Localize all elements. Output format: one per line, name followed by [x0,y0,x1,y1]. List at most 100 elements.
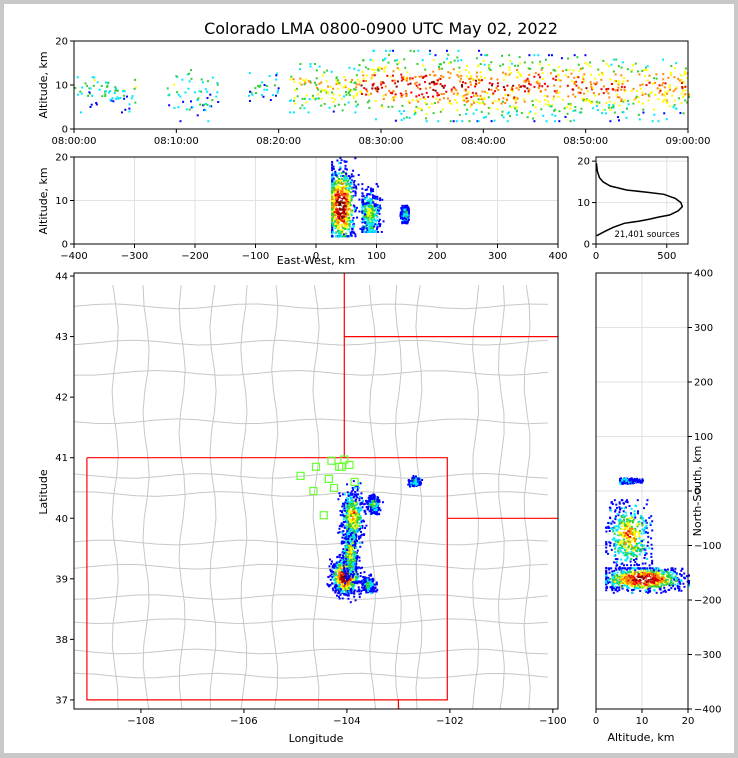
source-mark [376,512,379,515]
source-mark [428,53,431,56]
source-mark [403,214,406,217]
source-mark [414,111,417,114]
source-mark [346,225,349,228]
source-mark [602,92,605,95]
source-mark [338,560,341,563]
source-mark [344,188,347,191]
source-mark [352,592,355,595]
source-mark [303,80,306,83]
source-mark [337,229,340,232]
source-mark [342,583,345,586]
source-mark [622,80,625,83]
source-mark [343,568,346,571]
source-mark [384,85,387,88]
source-mark [342,548,345,551]
county-line [73,472,548,479]
source-mark [336,176,339,179]
source-mark [580,111,583,114]
source-mark [550,105,553,108]
source-mark [354,233,357,236]
source-mark [405,213,408,216]
source-mark [345,207,348,210]
source-mark [255,92,258,95]
source-mark [347,505,350,508]
source-mark [348,199,351,202]
latitude-axis-tick-label: 44 [55,272,68,283]
source-mark [482,116,485,119]
source-mark [635,95,638,98]
source-mark [323,71,326,74]
source-mark [339,217,342,220]
source-mark [416,479,419,482]
source-mark [648,95,651,98]
source-mark [370,496,373,499]
source-mark [168,104,171,107]
source-mark [674,570,677,573]
source-mark [371,196,374,199]
source-mark [362,77,365,80]
source-mark [364,583,367,586]
source-mark [332,205,335,208]
source-mark [340,224,343,227]
source-mark [376,206,379,209]
source-mark [332,100,335,103]
source-mark [621,61,624,64]
source-mark [684,72,687,75]
source-mark [343,526,346,529]
source-mark [369,206,372,209]
source-mark [514,98,517,101]
source-mark [641,83,644,86]
source-mark [620,66,623,69]
source-mark [337,201,340,204]
source-mark [95,103,98,106]
source-mark [370,187,373,190]
source-mark [567,57,570,60]
source-mark [190,100,193,103]
source-mark [331,91,334,94]
source-mark [534,112,537,115]
source-mark [347,568,350,571]
source-mark [478,78,481,81]
source-mark [369,222,372,225]
source-mark [341,502,344,505]
source-mark [493,119,496,122]
source-mark [669,574,672,577]
source-mark [539,76,542,79]
source-mark [386,74,389,77]
county-line [394,285,402,710]
source-mark [378,218,381,221]
source-mark [616,89,619,92]
source-mark [645,69,648,72]
source-mark [646,79,649,82]
source-mark [340,188,343,191]
source-mark [337,581,340,584]
source-mark [566,112,569,115]
source-mark [346,483,349,486]
source-mark [74,86,77,89]
source-mark [348,519,351,522]
source-mark [349,553,352,556]
source-mark [268,75,271,78]
source-mark [346,504,349,507]
source-mark [358,559,361,562]
source-mark [341,231,344,234]
source-mark [400,216,403,219]
source-mark [334,193,337,196]
source-mark [569,103,572,106]
source-mark [659,89,662,92]
source-mark [408,116,411,119]
source-mark [425,113,428,116]
source-mark [564,115,567,118]
source-mark [653,108,656,111]
source-mark [414,483,417,486]
source-mark [367,205,370,208]
source-mark [206,90,209,93]
source-mark [365,227,368,230]
source-mark [346,546,349,549]
source-mark [528,88,531,91]
source-mark [345,578,348,581]
source-mark [360,502,363,505]
source-mark [617,65,620,68]
source-mark [341,510,344,513]
source-mark [672,90,675,93]
